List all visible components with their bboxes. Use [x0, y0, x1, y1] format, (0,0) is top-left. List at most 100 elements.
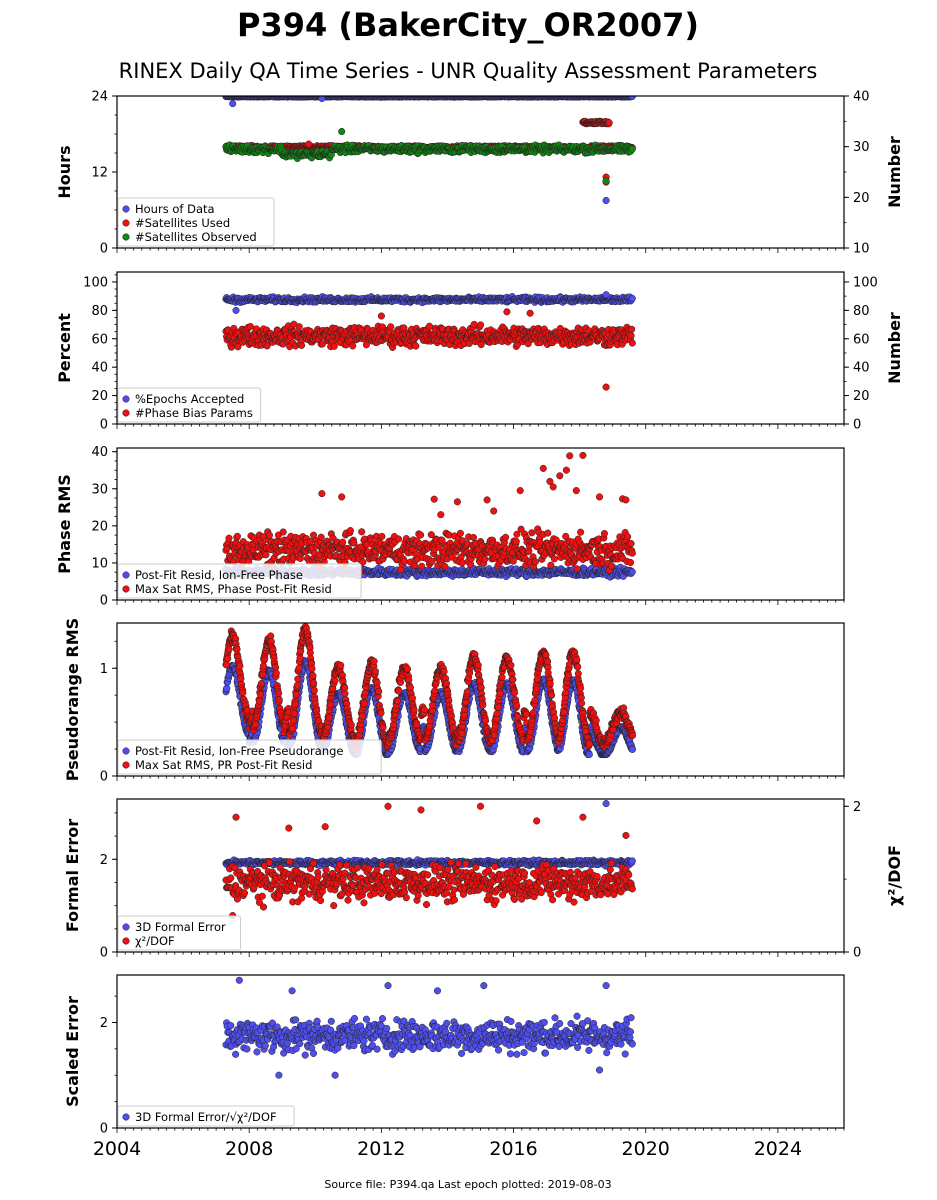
- point-red: [387, 323, 395, 331]
- point-blue: [628, 568, 636, 576]
- y-right-tick-label: 40: [853, 361, 870, 376]
- y-right-tick-label: 80: [853, 304, 870, 319]
- y-tick-label: 80: [91, 304, 108, 319]
- legend-entry: Hours of Data: [135, 202, 215, 216]
- point-red: [607, 562, 616, 570]
- point-red: [330, 342, 338, 350]
- point-red: [412, 342, 420, 350]
- point-red: [628, 325, 636, 333]
- point-blue: [628, 294, 636, 302]
- point-red: [626, 558, 635, 567]
- y-axis-label: Percent: [55, 313, 74, 383]
- y-axis-label: Phase RMS: [55, 474, 74, 574]
- legend-marker: [122, 409, 130, 417]
- point-red: [225, 534, 233, 542]
- point-red: [627, 332, 635, 340]
- point-red: [425, 322, 434, 330]
- point-red: [502, 533, 510, 541]
- legend: %Epochs Accepted#Phase Bias Params: [117, 387, 262, 423]
- point-red: [378, 532, 386, 540]
- point-red: [417, 531, 425, 539]
- point-red: [628, 339, 636, 347]
- y-tick-label: 10: [91, 556, 108, 571]
- point-red: [233, 532, 241, 540]
- y-tick-label: 24: [91, 90, 108, 105]
- y-right-tick-label: 60: [853, 332, 870, 347]
- point-red: [512, 537, 520, 546]
- point-red: [346, 527, 354, 535]
- point-blue: [223, 684, 231, 692]
- point-red: [265, 531, 274, 539]
- point-outlier: [602, 383, 610, 391]
- legend-marker: [122, 571, 130, 579]
- point-outlier: [516, 487, 524, 495]
- point-outlier: [622, 496, 630, 504]
- point-red: [577, 528, 585, 536]
- point-outlier: [572, 487, 580, 495]
- figure-title: P394 (BakerCity_OR2007): [237, 6, 699, 44]
- y-tick-label: 100: [83, 275, 108, 290]
- point-outlier: [377, 312, 385, 320]
- point-outlier: [566, 452, 574, 460]
- point-red: [262, 551, 270, 559]
- legend-entry: Post-Fit Resid, Ion-Free Phase: [135, 568, 303, 582]
- point-outlier: [483, 496, 491, 504]
- point-red: [358, 528, 366, 536]
- y-right-tick-label: 10: [853, 242, 870, 257]
- legend-entry: #Satellites Used: [135, 216, 230, 230]
- point-outlier: [437, 511, 445, 519]
- legend-entry: #Phase Bias Params: [135, 406, 253, 420]
- panel-3: 0 10 20 30 40 Phase RMS Post-Fit Resid, Ion-Fr…: [55, 445, 845, 609]
- legend-marker: [122, 585, 130, 593]
- point-red: [550, 555, 558, 563]
- panel-2: 020406080100020406080100NumberPercent%Ep…: [55, 271, 904, 433]
- y-tick-label: 20: [91, 519, 108, 534]
- point-outlier: [318, 96, 326, 103]
- point-outlier: [556, 472, 564, 480]
- point-red: [441, 563, 449, 571]
- point-red: [481, 555, 489, 563]
- point-outlier: [579, 451, 587, 459]
- point-outlier: [305, 140, 313, 148]
- point-outlier: [430, 495, 438, 503]
- point-outlier: [526, 309, 534, 317]
- point-outlier: [338, 493, 346, 501]
- legend: Hours of Data#Satellites Used#Satellites…: [117, 197, 275, 247]
- y-axis-label: Hours: [55, 145, 74, 198]
- y-tick-label: 30: [91, 482, 108, 497]
- point-outlier: [229, 100, 237, 108]
- point-outlier: [232, 306, 240, 314]
- point-red: [628, 549, 636, 557]
- point-outlier: [602, 291, 610, 299]
- legend-marker: [122, 395, 130, 403]
- point-red: [605, 119, 613, 127]
- point-red: [573, 565, 581, 573]
- y-right-tick-label: 20: [853, 389, 870, 404]
- point-outlier: [549, 483, 557, 491]
- y-tick-label: 20: [91, 389, 108, 404]
- y-tick-label: 0: [100, 242, 108, 257]
- legend-marker: [122, 233, 130, 241]
- point-red: [600, 530, 608, 538]
- point-outlier: [338, 127, 346, 136]
- y-right-tick-label: 40: [853, 90, 870, 105]
- point-red: [531, 558, 539, 566]
- point-outlier: [453, 498, 461, 506]
- y-tick-label: 40: [91, 445, 108, 460]
- y-tick-label: 12: [91, 166, 108, 181]
- y-tick-label: 60: [91, 332, 108, 347]
- y-tick-label: 0: [100, 594, 108, 609]
- y-right-tick-label: 20: [853, 191, 870, 206]
- figure-subtitle: RINEX Daily QA Time Series - UNR Quality…: [119, 59, 818, 83]
- legend-entry: %Epochs Accepted: [135, 392, 244, 406]
- point-red: [624, 533, 632, 541]
- point-outlier: [602, 196, 610, 205]
- data-points-4: [222, 623, 637, 759]
- point-outlier: [602, 177, 610, 185]
- point-red: [547, 561, 555, 569]
- point-red: [477, 321, 485, 329]
